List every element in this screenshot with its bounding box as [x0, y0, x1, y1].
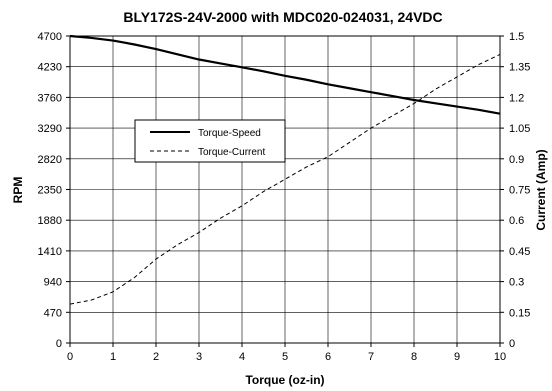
x-tick-label: 5	[282, 351, 288, 363]
series-line-torque-speed	[69, 34, 501, 115]
y-left-tick-label: 2350	[38, 185, 62, 197]
y-right-tick-label: 0.3	[509, 277, 524, 289]
x-tick-label: 1	[110, 351, 116, 363]
series-line-torque-current	[69, 53, 501, 305]
x-tick-label: 10	[494, 351, 506, 363]
y-left-tick-label: 2820	[38, 154, 62, 166]
y-right-tick-label: 1.5	[509, 31, 524, 43]
y-right-axis-label: Current (Amp)	[534, 149, 548, 230]
y-left-tick-label: 940	[44, 277, 62, 289]
y-left-tick-label: 3760	[38, 92, 62, 104]
legend-label-torque-current: Torque-Current	[198, 147, 265, 158]
x-ticks: 0 1 2 3 4 5 6 7 8 9 10	[67, 343, 506, 363]
y-left-tick-label: 1880	[38, 215, 62, 227]
y-left-tick-label: 470	[44, 307, 62, 319]
x-tick-label: 4	[239, 351, 245, 363]
y-left-tick-label: 4700	[38, 31, 62, 43]
y-left-tick-label: 3290	[38, 123, 62, 135]
series-layer	[69, 34, 501, 305]
x-axis-label: Torque (oz-in)	[245, 373, 324, 387]
y-left-ticks: 0 470 940 1410 1880 2350 2820 3290 3760 4230 4700	[38, 31, 70, 350]
y-left-tick-label: 0	[56, 338, 62, 350]
y-right-tick-label: 0.6	[509, 215, 524, 227]
legend: Torque-Speed Torque-Current	[134, 119, 286, 163]
chart-title: BLY172S-24V-2000 with MDC020-024031, 24V…	[123, 9, 442, 25]
grid	[70, 36, 500, 343]
y-left-tick-label: 1410	[38, 246, 62, 258]
x-tick-label: 7	[368, 351, 374, 363]
x-tick-label: 8	[411, 351, 417, 363]
y-right-tick-label: 1.35	[509, 62, 530, 74]
y-right-tick-label: 0.75	[509, 185, 530, 197]
y-right-tick-label: 0.45	[509, 246, 530, 258]
legend-box	[134, 119, 286, 163]
x-tick-label: 2	[153, 351, 159, 363]
y-right-tick-label: 1.05	[509, 123, 530, 135]
y-left-tick-label: 4230	[38, 62, 62, 74]
x-tick-label: 9	[454, 351, 460, 363]
y-right-tick-label: 0.9	[509, 154, 524, 166]
y-right-tick-label: 1.2	[509, 92, 524, 104]
x-tick-label: 3	[196, 351, 202, 363]
x-tick-label: 0	[67, 351, 73, 363]
legend-label-torque-speed: Torque-Speed	[198, 128, 261, 139]
y-right-ticks: 0 0.15 0.3 0.45 0.6 0.75 0.9 1.05 1.2 1.35 1.5	[500, 31, 530, 350]
x-tick-label: 6	[325, 351, 331, 363]
y-right-tick-label: 0.15	[509, 307, 530, 319]
y-right-tick-label: 0	[509, 338, 515, 350]
y-left-axis-label: RPM	[11, 177, 25, 204]
